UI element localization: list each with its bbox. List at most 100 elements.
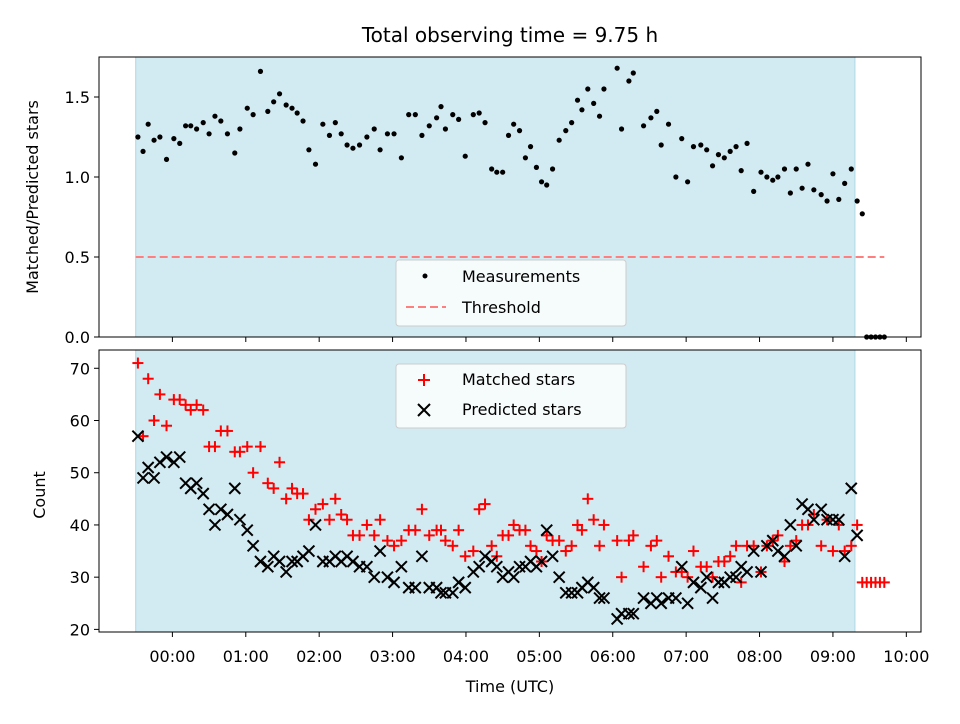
x-tick-label: 05:00 bbox=[516, 647, 562, 666]
measurement-point bbox=[591, 100, 597, 106]
predicted-star-point bbox=[285, 555, 299, 568]
x-tick-label: 09:00 bbox=[810, 647, 856, 666]
matched-star-point bbox=[447, 540, 459, 552]
measurement-point bbox=[770, 177, 776, 183]
chart-title: Total observing time = 9.75 h bbox=[361, 23, 658, 47]
matched-star-point bbox=[627, 529, 639, 541]
matched-star-point bbox=[174, 394, 186, 406]
measurement-point bbox=[212, 113, 218, 119]
matched-star-point bbox=[142, 373, 154, 385]
matched-star-point bbox=[645, 540, 657, 552]
bottom-y-axis-label: Count bbox=[30, 471, 49, 519]
measurement-point bbox=[177, 140, 183, 146]
matched-star-point bbox=[416, 503, 428, 515]
matched-star-point bbox=[718, 556, 730, 567]
predicted-star-point bbox=[784, 518, 797, 532]
measurement-point bbox=[450, 112, 456, 118]
matched-star-point bbox=[286, 482, 298, 494]
x-tick-label: 00:00 bbox=[149, 647, 195, 666]
matched-star-point bbox=[839, 545, 851, 557]
measurement-point bbox=[744, 140, 750, 146]
measurement-point bbox=[283, 102, 289, 108]
x-axis-label: Time (UTC) bbox=[465, 677, 554, 696]
predicted-star-point bbox=[368, 570, 381, 584]
measurement-point bbox=[544, 182, 550, 188]
predicted-star-point bbox=[387, 576, 401, 589]
measurement-point bbox=[482, 120, 488, 126]
matched-star-point bbox=[778, 556, 790, 567]
predicted-star-point bbox=[446, 586, 459, 600]
bottom-y-tick-label: 20 bbox=[70, 620, 90, 639]
predicted-star-point bbox=[754, 565, 768, 579]
matched-star-points bbox=[132, 357, 890, 588]
matched-star-point bbox=[435, 524, 447, 536]
predicted-star-point bbox=[593, 591, 606, 605]
matched-star-point bbox=[439, 535, 451, 547]
predicted-star-point bbox=[747, 544, 760, 558]
measurement-point bbox=[300, 118, 306, 124]
measurement-point bbox=[715, 152, 722, 158]
matched-star-point bbox=[154, 388, 166, 400]
matched-star-point bbox=[297, 488, 309, 500]
matched-star-point bbox=[525, 540, 537, 552]
predicted-star-point bbox=[415, 550, 429, 563]
predicted-star-point bbox=[552, 570, 566, 584]
top-y-tick-label: 1.5 bbox=[65, 88, 90, 107]
measurement-point bbox=[371, 126, 377, 132]
measurement-point bbox=[654, 108, 660, 114]
predicted-star-point bbox=[373, 544, 387, 558]
measurement-point bbox=[257, 68, 264, 74]
legend-measurements-label: Measurements bbox=[462, 267, 580, 286]
predicted-star-points bbox=[131, 429, 864, 626]
matched-star-point bbox=[815, 540, 827, 552]
matched-star-point bbox=[676, 566, 688, 578]
measurement-point bbox=[787, 190, 793, 196]
matched-star-point bbox=[851, 519, 863, 531]
predicted-star-point bbox=[507, 570, 520, 584]
measurement-point bbox=[320, 121, 326, 127]
predicted-star-point bbox=[845, 482, 858, 495]
measurement-point bbox=[679, 136, 685, 142]
bottom-axes-frame bbox=[98, 349, 922, 633]
matched-star-point bbox=[374, 514, 386, 526]
predicted-star-point bbox=[459, 581, 472, 594]
matched-star-point bbox=[317, 498, 329, 510]
matched-star-point bbox=[878, 576, 890, 588]
matched-star-point bbox=[808, 509, 820, 520]
measurement-point bbox=[585, 86, 591, 92]
matched-star-point bbox=[310, 503, 322, 515]
measurement-point bbox=[306, 147, 312, 153]
measurement-point bbox=[489, 166, 495, 172]
measurement-point bbox=[426, 123, 432, 129]
matched-star-point bbox=[453, 524, 465, 536]
matched-star-point bbox=[191, 399, 203, 411]
predicted-star-point bbox=[675, 560, 688, 573]
measurement-point bbox=[665, 121, 672, 127]
predicted-star-point bbox=[637, 591, 650, 605]
measurement-point bbox=[685, 179, 691, 185]
measurement-point bbox=[163, 156, 170, 162]
legend-matched-marker bbox=[418, 374, 430, 386]
measurement-point bbox=[312, 161, 319, 167]
matched-star-point bbox=[802, 519, 814, 531]
matched-star-point bbox=[221, 425, 233, 437]
matched-star-point bbox=[368, 529, 380, 541]
measurement-point bbox=[538, 179, 545, 185]
measurement-point bbox=[673, 174, 679, 180]
matched-star-point bbox=[827, 545, 839, 557]
predicted-star-point bbox=[309, 518, 322, 532]
measurement-point bbox=[377, 147, 383, 153]
matched-star-point bbox=[280, 493, 292, 505]
predicted-star-point bbox=[147, 471, 161, 485]
measurement-point bbox=[218, 118, 224, 124]
measurement-point bbox=[398, 155, 404, 161]
predicted-star-point bbox=[302, 544, 316, 558]
predicted-star-point bbox=[202, 503, 216, 516]
top-legend-box bbox=[395, 259, 627, 327]
matched-star-point bbox=[638, 561, 650, 573]
measurement-point bbox=[183, 123, 189, 129]
measurement-point bbox=[271, 99, 277, 105]
predicted-star-point bbox=[173, 450, 186, 464]
matched-star-point bbox=[132, 357, 144, 369]
matched-star-point bbox=[553, 535, 565, 547]
